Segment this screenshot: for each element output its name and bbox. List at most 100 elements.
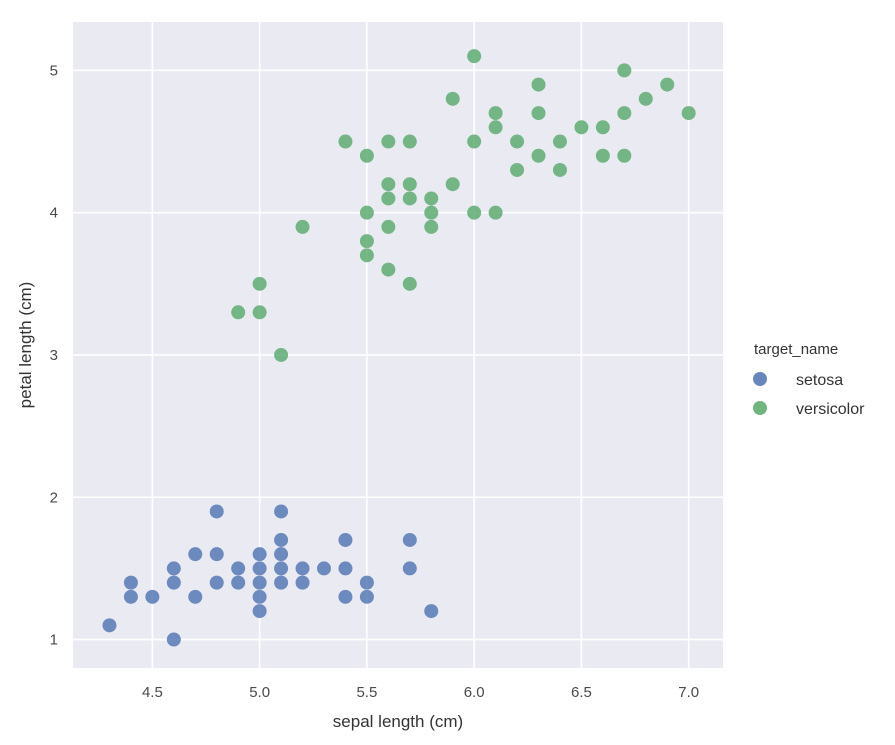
point-setosa xyxy=(123,575,138,590)
point-versicolor xyxy=(617,148,632,163)
legend-marker-setosa xyxy=(753,372,767,386)
point-versicolor xyxy=(445,91,460,106)
x-tick-label: 4.5 xyxy=(142,684,163,701)
point-setosa xyxy=(424,604,439,619)
point-versicolor xyxy=(424,205,439,220)
x-tick-label: 6.5 xyxy=(571,684,592,701)
point-setosa xyxy=(359,575,374,590)
point-versicolor xyxy=(531,77,546,92)
point-versicolor xyxy=(660,77,675,92)
point-setosa xyxy=(188,547,203,562)
point-versicolor xyxy=(381,191,396,206)
point-versicolor xyxy=(231,305,246,320)
point-versicolor xyxy=(381,262,396,277)
point-versicolor xyxy=(445,177,460,192)
point-versicolor xyxy=(338,134,353,149)
point-setosa xyxy=(402,561,417,576)
x-tick-label: 5.5 xyxy=(356,684,377,701)
point-versicolor xyxy=(274,347,289,362)
legend-title: target_name xyxy=(754,341,838,358)
point-setosa xyxy=(188,589,203,604)
point-versicolor xyxy=(381,134,396,149)
point-versicolor xyxy=(488,120,503,135)
point-versicolor xyxy=(595,148,610,163)
y-axis-ticks: 1 2 3 4 5 xyxy=(50,62,58,648)
point-setosa xyxy=(252,575,267,590)
point-versicolor xyxy=(295,219,310,234)
legend-label-setosa: setosa xyxy=(796,372,843,389)
point-versicolor xyxy=(424,191,439,206)
point-versicolor xyxy=(402,191,417,206)
point-setosa xyxy=(338,589,353,604)
point-setosa xyxy=(123,589,138,604)
point-versicolor xyxy=(381,219,396,234)
y-tick-label: 3 xyxy=(50,347,58,364)
point-setosa xyxy=(209,504,224,519)
point-versicolor xyxy=(252,305,267,320)
point-versicolor xyxy=(402,276,417,291)
point-setosa xyxy=(252,547,267,562)
point-setosa xyxy=(145,589,160,604)
point-setosa xyxy=(252,561,267,576)
point-versicolor xyxy=(617,63,632,78)
point-versicolor xyxy=(467,49,482,64)
point-setosa xyxy=(274,532,289,547)
point-setosa xyxy=(102,618,117,633)
legend-label-versicolor: versicolor xyxy=(796,401,865,418)
point-versicolor xyxy=(359,205,374,220)
gridlines xyxy=(73,22,723,668)
point-setosa xyxy=(274,547,289,562)
point-versicolor xyxy=(467,134,482,149)
x-axis-ticks: 4.5 5.0 5.5 6.0 6.5 7.0 xyxy=(142,684,699,701)
y-tick-label: 5 xyxy=(50,62,58,79)
point-versicolor xyxy=(402,134,417,149)
point-setosa xyxy=(209,575,224,590)
y-tick-label: 1 xyxy=(50,632,58,649)
point-versicolor xyxy=(359,248,374,263)
point-setosa xyxy=(274,575,289,590)
point-setosa xyxy=(252,589,267,604)
point-setosa xyxy=(231,561,246,576)
point-setosa xyxy=(231,575,246,590)
point-setosa xyxy=(252,604,267,619)
point-versicolor xyxy=(574,120,589,135)
point-setosa xyxy=(209,547,224,562)
legend: target_name setosa versicolor xyxy=(753,341,865,418)
point-versicolor xyxy=(359,148,374,163)
data-points xyxy=(102,49,696,647)
point-setosa xyxy=(166,561,181,576)
point-setosa xyxy=(338,561,353,576)
point-setosa xyxy=(166,575,181,590)
point-setosa xyxy=(316,561,331,576)
point-setosa xyxy=(338,532,353,547)
point-setosa xyxy=(295,575,310,590)
point-versicolor xyxy=(552,162,567,177)
point-setosa xyxy=(295,561,310,576)
point-setosa xyxy=(274,561,289,576)
point-versicolor xyxy=(252,276,267,291)
point-versicolor xyxy=(552,134,567,149)
point-versicolor xyxy=(467,205,482,220)
point-setosa xyxy=(402,532,417,547)
point-versicolor xyxy=(510,134,525,149)
point-versicolor xyxy=(488,106,503,121)
x-tick-label: 6.0 xyxy=(464,684,485,701)
point-versicolor xyxy=(510,162,525,177)
y-tick-label: 2 xyxy=(50,489,58,506)
x-tick-label: 7.0 xyxy=(678,684,699,701)
x-tick-label: 5.0 xyxy=(249,684,270,701)
point-versicolor xyxy=(424,219,439,234)
point-versicolor xyxy=(638,91,653,106)
point-versicolor xyxy=(488,205,503,220)
x-axis-label: sepal length (cm) xyxy=(333,712,463,731)
point-setosa xyxy=(166,632,181,647)
point-versicolor xyxy=(531,148,546,163)
plot-background xyxy=(73,22,723,668)
point-versicolor xyxy=(531,106,546,121)
point-versicolor xyxy=(595,120,610,135)
point-versicolor xyxy=(617,106,632,121)
point-versicolor xyxy=(681,106,696,121)
y-tick-label: 4 xyxy=(50,205,58,222)
y-axis-label: petal length (cm) xyxy=(16,282,35,409)
